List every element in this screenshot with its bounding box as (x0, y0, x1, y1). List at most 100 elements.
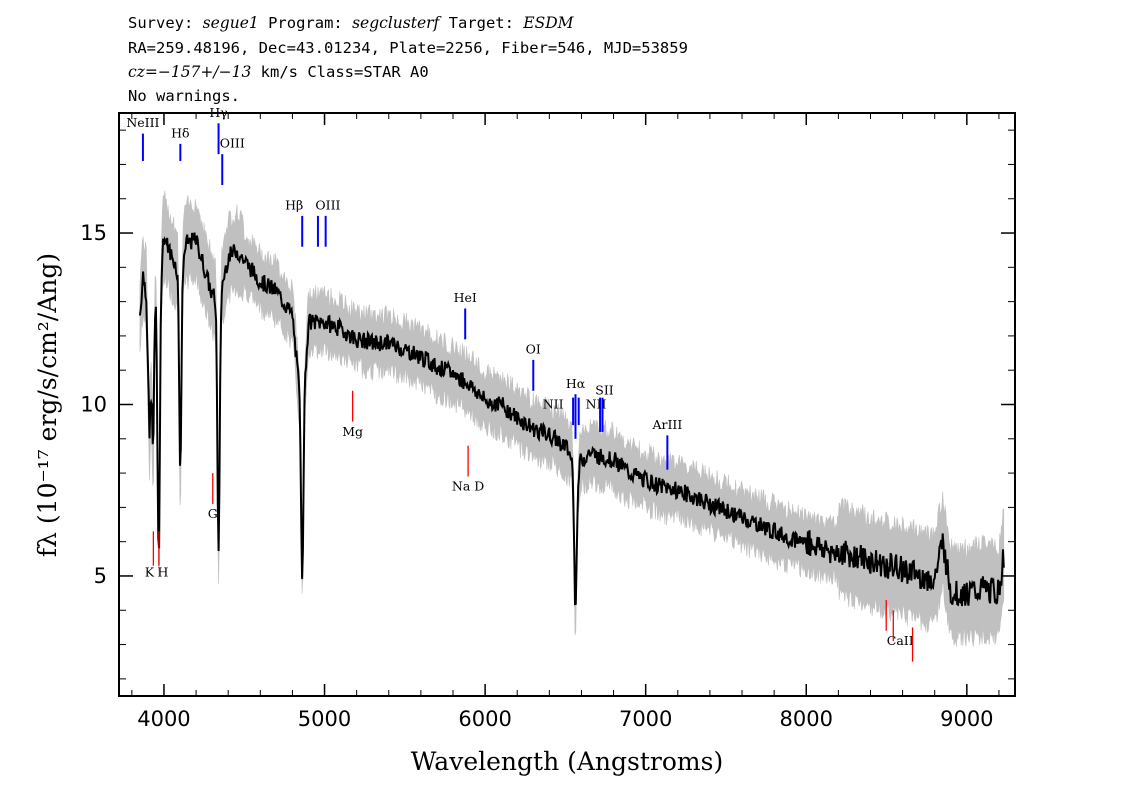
spectrum-point (452, 373, 454, 375)
spectrum-point (693, 496, 695, 498)
survey-value: segue1 (202, 14, 259, 32)
spectrum-point (259, 280, 261, 282)
y-tick-label: 5 (94, 564, 107, 588)
survey-label: Survey: (128, 14, 194, 32)
x-tick-label: 8000 (780, 707, 833, 731)
spectrum-point (149, 438, 151, 440)
spectrum-point (171, 256, 173, 258)
spectrum-point (773, 530, 775, 532)
x-tick-label: 4000 (137, 707, 190, 731)
spectrum-point (998, 592, 1000, 594)
spectrum-point (275, 290, 277, 292)
line-label: ArIII (651, 417, 682, 432)
axis-tick-layer: 4000 5000 6000 7000 8000 9000 5 10 15 (80, 113, 1015, 731)
spectrum-point (837, 551, 839, 553)
line-label: OIII (220, 136, 245, 151)
x-tick-label: 7000 (619, 707, 672, 731)
spectrum-point (211, 294, 213, 296)
spectrum-header-line-4: No warnings. (128, 87, 240, 105)
line-label: OI (526, 341, 541, 356)
spectrum-point (709, 503, 711, 505)
y-tick-label: 10 (80, 393, 107, 417)
spectrum-point (942, 541, 944, 543)
spectrum-point (179, 273, 181, 275)
spectrum-point (934, 578, 936, 580)
spectrum-point (870, 561, 872, 563)
spectrum-point (340, 328, 342, 330)
cz-value: −157+/−13 (157, 63, 252, 81)
error-band-layer (139, 190, 1005, 647)
cz-rest: km/s Class=STAR A0 (251, 63, 429, 81)
spectrum-point (372, 342, 374, 344)
spectrum-point (145, 294, 147, 296)
line-label: Hβ (285, 197, 303, 212)
spectrum-point (725, 510, 727, 512)
line-label: CaII (887, 633, 914, 648)
line-label: SII (595, 383, 614, 398)
target-value: ESDM (523, 14, 574, 32)
spectrum-point (579, 462, 581, 464)
line-label: OIII (315, 197, 340, 212)
spectrum-point (243, 260, 245, 262)
spectrum-point (1003, 554, 1005, 556)
spectrum-point (142, 273, 144, 275)
spectrum-point (356, 338, 358, 340)
line-label: Hα (566, 376, 586, 391)
spectrum-point (436, 366, 438, 368)
spectrum-point (677, 489, 679, 491)
spectrum-point (757, 524, 759, 526)
line-label: G (208, 506, 218, 521)
x-axis-title: Wavelength (Angstroms) (411, 747, 723, 776)
line-label: NII (543, 396, 564, 411)
target-label: Target: (448, 14, 514, 32)
spectrum-point (235, 249, 237, 251)
spectrum-point (185, 242, 187, 244)
spectrum-point (661, 486, 663, 488)
line-label: Mg (342, 424, 363, 439)
spectrum-point (218, 301, 220, 303)
spectrum-point (853, 554, 855, 556)
spectrum-point (157, 352, 159, 354)
cz-label: cz= (128, 63, 158, 81)
spectrum-line-layer (138, 232, 1005, 607)
spectrum-line (138, 232, 1005, 607)
spectrum-point (564, 445, 566, 447)
spectrum-point (789, 537, 791, 539)
spectrum-point (388, 342, 390, 344)
spectrum-point (589, 452, 591, 454)
spectrum-point (805, 541, 807, 543)
spectrum-point (629, 472, 631, 474)
x-tick-label: 5000 (298, 707, 351, 731)
spectrum-point (886, 565, 888, 567)
y-axis-title: fλ (10⁻¹⁷ erg/s/cm²/Ang) (33, 253, 62, 557)
spectrum-point (308, 321, 310, 323)
spectrum-point (516, 417, 518, 419)
spectrum-point (532, 428, 534, 430)
y-tick-label: 15 (80, 221, 107, 245)
program-label: Program: (268, 14, 343, 32)
spectrum-point (195, 239, 197, 241)
spectrum-point (301, 421, 303, 423)
spectrum-point (500, 404, 502, 406)
spectrum-point (468, 383, 470, 385)
line-label: NeIII (126, 115, 159, 130)
spectrum-point (227, 256, 229, 258)
spectrum-point (420, 356, 422, 358)
error-band (139, 190, 1005, 647)
spectrum-point (982, 589, 984, 591)
spectrum-point (203, 266, 205, 268)
spectrum-point (575, 527, 577, 529)
program-value: segclusterf (352, 14, 440, 32)
spectrum-header-line-3: cz=−157+/−13 km/s Class=STAR A0 (128, 63, 429, 81)
spectrum-point (484, 400, 486, 402)
spectrum-point (918, 575, 920, 577)
spectrum-header-line-1: Survey: segue1 Program: segclusterf Targ… (128, 14, 574, 32)
spectrum-point (548, 434, 550, 436)
line-label: HeI (454, 290, 477, 305)
spectrum-point (821, 548, 823, 550)
spectrum-point (597, 455, 599, 457)
spectrum-point (153, 239, 155, 241)
line-label: K (145, 564, 155, 579)
